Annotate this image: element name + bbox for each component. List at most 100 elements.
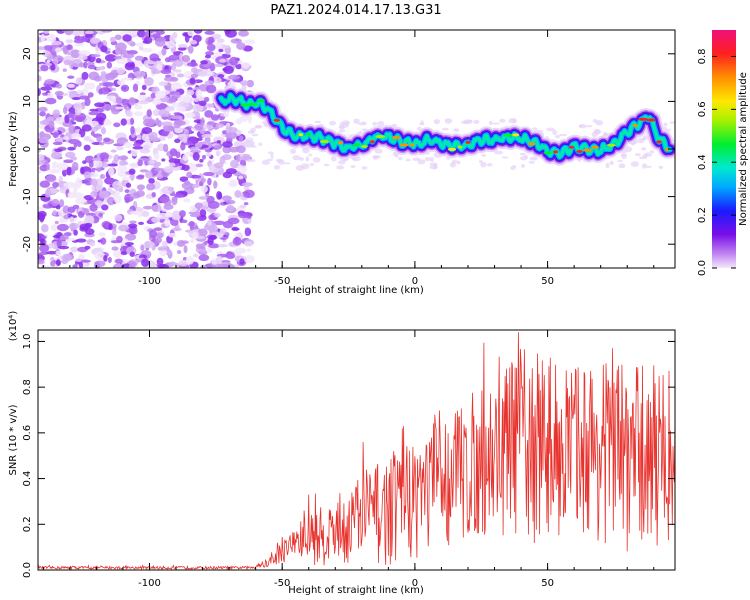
noise-speckle — [110, 87, 117, 92]
noise-speckle — [103, 255, 108, 262]
noise-speckle — [84, 33, 94, 38]
noise-speckle — [168, 54, 180, 61]
faint-speckle — [621, 153, 628, 159]
noise-speckle — [219, 58, 227, 63]
noise-speckle — [116, 235, 123, 243]
ridge-hotspot — [502, 133, 513, 137]
noise-speckle — [111, 229, 117, 236]
noise-speckle — [43, 30, 50, 35]
noise-speckle — [224, 30, 231, 35]
noise-speckle — [107, 256, 112, 264]
noise-speckle — [129, 220, 137, 224]
noise-speckle — [134, 104, 143, 110]
colorbar-tick-label: 0.4 — [697, 154, 708, 170]
noise-speckle — [152, 33, 161, 39]
noise-speckle — [40, 86, 53, 91]
ridge-hotspot — [391, 135, 402, 139]
ridge-hotspot — [576, 149, 583, 153]
noise-speckle — [221, 154, 232, 161]
noise-speckle — [161, 121, 173, 127]
faint-speckle — [618, 163, 626, 169]
noise-speckle — [244, 227, 251, 232]
noise-speckle — [171, 227, 182, 232]
noise-speckle — [164, 106, 175, 112]
noise-speckle — [90, 178, 98, 186]
faint-speckle — [309, 163, 315, 166]
faint-speckle — [417, 159, 426, 165]
faint-speckle — [398, 156, 403, 161]
noise-speckle — [66, 44, 72, 51]
noise-speckle — [153, 227, 163, 231]
noise-speckle — [161, 185, 174, 195]
noise-speckle — [190, 146, 199, 152]
noise-speckle — [149, 53, 160, 62]
noise-speckle — [218, 48, 224, 53]
noise-speckle — [158, 81, 168, 87]
noise-speckle — [124, 241, 134, 246]
faint-speckle — [641, 147, 647, 151]
noise-speckle — [173, 69, 182, 73]
noise-speckle — [38, 136, 49, 144]
noise-speckle — [75, 238, 87, 243]
noise-speckle — [237, 165, 248, 174]
noise-speckle — [99, 152, 110, 161]
faint-speckle — [361, 166, 368, 170]
noise-speckle — [146, 109, 152, 118]
noise-speckle — [205, 153, 212, 157]
noise-speckle — [221, 44, 231, 49]
noise-speckle — [55, 47, 62, 53]
noise-speckle — [222, 130, 227, 135]
noise-speckle — [50, 224, 58, 232]
noise-speckle — [216, 191, 222, 200]
faint-speckle — [372, 155, 379, 160]
noise-speckle — [205, 84, 217, 94]
noise-speckle — [96, 135, 103, 143]
noise-speckle — [168, 232, 177, 238]
noise-speckle — [100, 45, 108, 53]
noise-speckle — [91, 160, 103, 169]
noise-speckle — [238, 213, 248, 219]
faint-speckle — [663, 122, 668, 127]
noise-speckle — [200, 117, 205, 127]
spectrogram-y-tick-label: -10 — [22, 188, 33, 204]
noise-speckle — [87, 64, 96, 70]
noise-speckle — [239, 258, 245, 265]
noise-speckle — [114, 258, 123, 264]
noise-speckle — [207, 200, 220, 209]
noise-speckle — [121, 77, 133, 81]
noise-speckle — [55, 83, 62, 89]
noise-speckle — [112, 180, 122, 190]
snr-y-tick-label: 0.6 — [22, 425, 33, 441]
noise-speckle — [59, 234, 69, 241]
colorbar: 0.0 0.2 0.4 0.6 0.8 Normalized spectral ampl… — [697, 30, 749, 276]
noise-speckle — [156, 63, 162, 71]
faint-speckle — [501, 156, 509, 159]
noise-speckle — [90, 131, 95, 136]
noise-speckle — [234, 235, 240, 244]
ridge-hotspot — [632, 123, 638, 127]
faint-speckle — [524, 154, 528, 159]
noise-speckle — [89, 203, 98, 212]
noise-speckle — [45, 174, 57, 183]
noise-speckle — [101, 30, 113, 33]
noise-speckle — [150, 92, 157, 99]
faint-speckle — [268, 151, 274, 155]
noise-speckle — [38, 154, 45, 161]
noise-speckle — [210, 114, 220, 121]
noise-speckle — [218, 263, 228, 268]
noise-speckle — [51, 161, 58, 169]
faint-speckle — [323, 163, 330, 167]
noise-speckle — [206, 43, 216, 52]
noise-speckle — [59, 218, 64, 224]
noise-speckle — [84, 228, 95, 235]
faint-speckle — [444, 118, 453, 124]
noise-speckle — [213, 144, 222, 150]
noise-speckle — [83, 61, 88, 69]
ridge-hotspot — [606, 143, 616, 147]
faint-speckle — [302, 147, 310, 154]
faint-speckle — [405, 158, 411, 162]
noise-speckle — [236, 145, 246, 154]
noise-speckle — [226, 251, 233, 255]
noise-speckle — [135, 139, 144, 145]
noise-speckle — [120, 84, 130, 92]
